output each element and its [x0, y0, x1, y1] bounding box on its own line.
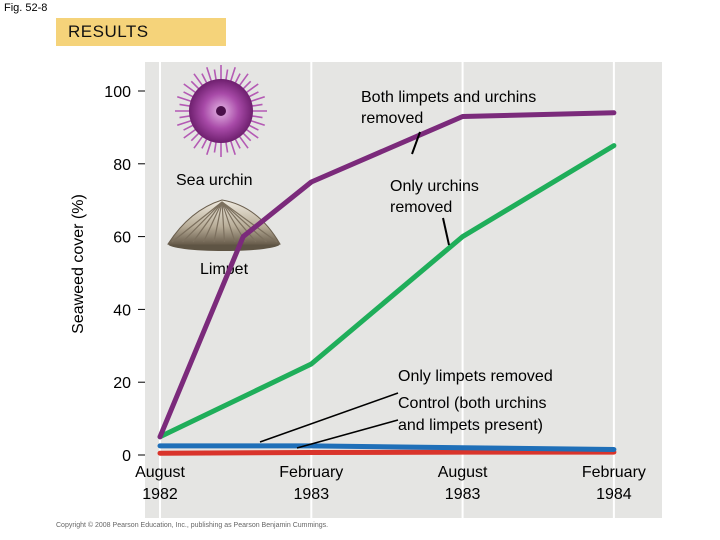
series-3-point-2: [461, 450, 465, 454]
series-1-point-3: [612, 144, 616, 148]
series-0-point-1: [241, 235, 245, 239]
annotation-control: Control (both urchins and limpets presen…: [398, 395, 551, 434]
y-tick-label-100: 100: [104, 84, 131, 101]
annotation-both-removed: Both limpets and urchins removed: [361, 89, 541, 127]
series-0-point-2: [309, 180, 313, 184]
copyright-notice: Copyright © 2008 Pearson Education, Inc.…: [56, 522, 329, 529]
x-tick-label-3: February 1984: [582, 464, 646, 503]
sea-urchin-illustration: [175, 65, 267, 157]
series-3-point-1: [309, 450, 313, 454]
annotation-pointer-urchins: [442, 217, 450, 246]
annotation-only-urchins-removed: Only urchins removed: [390, 178, 483, 216]
results-banner-text: RESULTS: [68, 22, 149, 41]
series-3-point-0: [158, 451, 162, 455]
series-1-point-2: [461, 235, 465, 239]
series-2-point-0: [158, 444, 162, 448]
y-tick-label-0: 0: [122, 448, 131, 465]
annotation-only-limpets-removed: Only limpets removed: [398, 368, 553, 385]
y-axis-label: Seaweed cover (%): [70, 194, 87, 334]
x-tick-label-1: February 1983: [279, 464, 343, 503]
annotation-pointer-control: [296, 419, 399, 449]
series-line-2: [157, 443, 617, 452]
series-line-1: [157, 143, 617, 440]
y-tick-label-20: 20: [113, 375, 131, 392]
series-0-point-3: [461, 114, 465, 118]
results-banner: RESULTS: [56, 18, 226, 46]
figure-label: Fig. 52-8: [4, 2, 48, 14]
x-tick-label-2: August 1983: [438, 464, 488, 503]
series-0-point-4: [612, 111, 616, 115]
gridlines: [159, 62, 615, 518]
sea-urchin-label: Sea urchin: [176, 172, 253, 189]
series-0-point-0: [158, 435, 162, 439]
data-series: [157, 110, 617, 456]
y-tick-label-60: 60: [113, 230, 131, 247]
series-2-point-1: [309, 444, 313, 448]
series-2-point-2: [461, 446, 465, 450]
x-axis-ticks: August 1982 February 1983 August 1983 February…: [135, 464, 646, 503]
annotation-pointer-both: [411, 131, 421, 155]
series-line-3: [157, 449, 617, 456]
y-axis-ticks: 0 20 40 60 80 100: [104, 84, 145, 465]
series-1-point-1: [309, 362, 313, 366]
x-tick-label-0: August 1982: [135, 464, 185, 503]
annotation-pointer-limpets: [259, 392, 399, 443]
y-tick-label-40: 40: [113, 302, 131, 319]
y-tick-label-80: 80: [113, 157, 131, 174]
series-2-point-3: [612, 448, 616, 452]
limpet-label: Limpet: [200, 261, 249, 278]
